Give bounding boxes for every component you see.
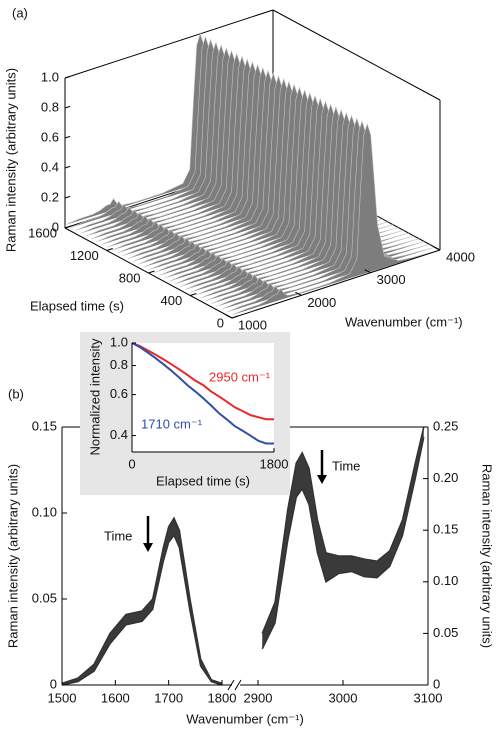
time-tick — [106, 248, 113, 251]
decay-line — [131, 342, 274, 445]
x-tick-label: 1700 — [154, 690, 183, 705]
y-tick-label: 0 — [50, 676, 57, 691]
z-tick — [64, 105, 71, 109]
y-tick-label: 0.8 — [110, 357, 128, 372]
z-tick-label: 0.8 — [41, 99, 59, 114]
spectrum-line — [261, 426, 425, 634]
time-arrow-head — [317, 475, 327, 484]
y-tick-label: 0.05 — [32, 590, 57, 605]
x-axis-title: Elapsed time (s) — [156, 473, 250, 488]
annotation: Time — [104, 528, 132, 543]
y2-tick-label: 0.05 — [433, 625, 458, 640]
z-tick-label: 0 — [52, 219, 59, 234]
y-tick-label: 1.0 — [110, 334, 128, 349]
z-tick-label: 0.2 — [41, 189, 59, 204]
decay-line — [131, 342, 274, 421]
wavenumber-tick — [225, 314, 233, 319]
y2-axis-title: Raman intensity (arbitrary units) — [480, 464, 495, 648]
wavenumber-axis-title: Wavenumber (cm⁻¹) — [345, 314, 463, 329]
z-tick-label: 0.6 — [41, 129, 59, 144]
z-tick — [64, 135, 71, 139]
x-tick-label: 0 — [128, 456, 135, 471]
time-tick-label: 0 — [217, 315, 224, 330]
wavenumber-tick — [433, 246, 441, 251]
y-tick-label: 0.10 — [32, 504, 57, 519]
z-tick-label: 0.4 — [41, 159, 59, 174]
y-tick-label: 0.15 — [32, 418, 57, 433]
y-tick-label: 0.6 — [110, 386, 128, 401]
y-axis-title: Normalized intensity — [87, 338, 102, 456]
y2-tick-label: 0.25 — [433, 418, 458, 433]
x-tick-label: 1800 — [260, 456, 289, 471]
y2-tick-label: 0.10 — [433, 573, 458, 588]
annotation: Time — [332, 458, 360, 473]
time-tick — [64, 225, 72, 229]
spectra-band — [62, 518, 222, 685]
wavenumber-tick-label: 4000 — [446, 249, 475, 264]
time-axis-title: Elapsed time (s) — [30, 298, 124, 313]
axis-line — [231, 249, 441, 319]
z-tick-label: 1.0 — [41, 69, 59, 84]
spectrum-line — [261, 437, 425, 650]
time-tick — [231, 315, 239, 319]
spectrum-line — [61, 516, 223, 684]
time-tick-label: 800 — [119, 270, 141, 285]
z-tick — [64, 195, 71, 199]
time-tick — [190, 293, 197, 296]
y2-tick-label: 0.20 — [433, 470, 458, 485]
x-tick-label: 1600 — [101, 690, 130, 705]
y2-tick-label: 0.15 — [433, 522, 458, 537]
y-tick-label: 0.4 — [110, 427, 128, 442]
box-edge — [64, 9, 274, 79]
time-tick — [148, 270, 155, 274]
wavenumber-tick — [295, 291, 302, 296]
box-edge — [272, 9, 441, 101]
x-tick-label: 3000 — [329, 690, 358, 705]
wavenumber-tick — [364, 269, 371, 274]
spectrum-line — [61, 533, 223, 686]
x-tick-label: 1500 — [48, 690, 77, 705]
time-tick-label: 1200 — [70, 248, 99, 263]
z-tick — [64, 75, 71, 79]
z-tick — [64, 165, 71, 169]
wavenumber-tick-label: 2000 — [307, 295, 336, 310]
spectra-band — [262, 427, 424, 649]
x-tick-label: 2900 — [244, 690, 273, 705]
x-tick-label: 3100 — [414, 690, 443, 705]
panel-label: (b) — [8, 386, 24, 401]
panel-label: (a) — [12, 5, 28, 20]
time-arrow-head — [143, 543, 153, 552]
x-axis-title: Wavenumber (cm⁻¹) — [186, 711, 304, 726]
wavenumber-tick-label: 3000 — [377, 272, 406, 287]
time-tick-label: 1600 — [28, 225, 57, 240]
z-axis-title: Raman intensity (arbitrary units) — [3, 68, 18, 252]
time-tick-label: 400 — [161, 293, 183, 308]
series-label: 1710 cm⁻¹ — [141, 416, 203, 431]
series-label: 2950 cm⁻¹ — [209, 369, 271, 384]
x-tick-label: 1800 — [208, 690, 237, 705]
y2-tick-label: 0 — [433, 676, 440, 691]
y-axis-title: Raman intensity (arbitrary units) — [5, 464, 20, 648]
wavenumber-tick-label: 1000 — [238, 317, 267, 332]
spectrum-trace — [231, 122, 441, 316]
axis-break — [227, 679, 242, 691]
